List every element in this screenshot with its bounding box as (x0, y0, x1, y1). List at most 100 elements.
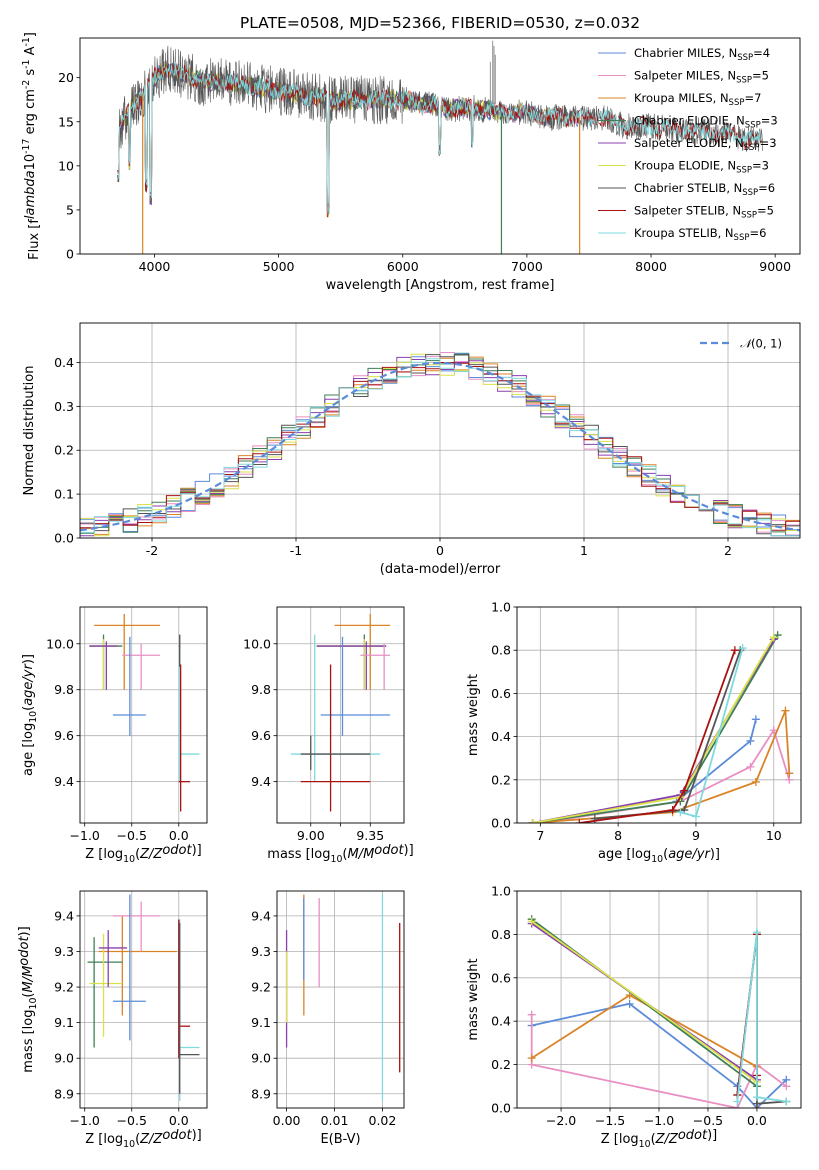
y-tick-label: 8.9 (251, 1086, 271, 1101)
x-axis-label: Z [log10(Z/Zodot)] (85, 843, 202, 865)
weight-marker (625, 999, 634, 1008)
y-tick-label: 9.3 (54, 944, 74, 959)
y-tick-label: 9.2 (251, 980, 271, 995)
error-point (98, 915, 177, 1016)
y-tick-label: 0.2 (491, 1057, 511, 1072)
weight-marker (746, 736, 755, 745)
x-tick-label: 0.02 (369, 1113, 397, 1128)
y-tick-label: 9.8 (54, 682, 74, 697)
grid (277, 891, 404, 1108)
plot-area (80, 352, 800, 537)
y-tick-label: 9.4 (54, 908, 74, 923)
panel-spectrum: 4000 5000 6000 7000 8000 9000 0 5 10 15 20 waveleng… (21, 14, 801, 293)
y-tick-label: 9.4 (251, 774, 271, 789)
legend-label: Salpeter STELIB, NSSP=5 (634, 204, 774, 221)
error-point (89, 639, 118, 690)
x-tick-label: −1.0 (644, 1113, 674, 1128)
error-point (112, 901, 160, 952)
legend-label: Salpeter ELODIE, NSSP=3 (634, 136, 777, 153)
y-tick-label: 9.3 (251, 944, 271, 959)
y-tick-label: 15 (58, 114, 74, 129)
weight-marker (527, 917, 536, 926)
x-tick-label: 9 (692, 828, 700, 843)
y-tick-label: 0.4 (54, 355, 74, 370)
x-tick-label: 2 (724, 543, 732, 558)
weight-marker (769, 633, 778, 642)
y-tick-label: 0.2 (491, 772, 511, 787)
weight-marker (527, 1054, 536, 1063)
y-axis-label: Normed distribution (22, 366, 37, 496)
y-tick-label: 0.1 (54, 487, 74, 502)
plot-area (527, 915, 791, 1108)
axes-frame (79, 37, 801, 255)
x-axis-label: (data-model)/error (380, 562, 501, 577)
weight-line (530, 1014, 787, 1108)
error-point (112, 636, 146, 736)
x-tick-label: 5000 (263, 259, 295, 274)
weight-marker (751, 715, 760, 724)
y-axis-label: age [log10(age/yr)] (21, 654, 39, 776)
x-tick-label: 6000 (387, 259, 419, 274)
weight-marker (730, 646, 739, 655)
y-tick-label: 0.8 (491, 643, 511, 658)
weight-marker (733, 1097, 742, 1106)
legend-label: Kroupa STELIB, NSSP=6 (634, 226, 766, 243)
legend-label: Chabrier MILES, NSSP=4 (634, 46, 770, 63)
axes-frame (79, 890, 208, 1109)
plot-area (290, 613, 391, 812)
x-tick-label: 0.01 (321, 1113, 349, 1128)
spectrum-line (116, 61, 763, 215)
panel-age-vs-z: −1.0 −0.5 0.0 9.4 9.6 9.8 10.0 Z [log10(Z/Zodot… (21, 606, 208, 865)
legend-label: Kroupa ELODIE, NSSP=3 (634, 159, 769, 176)
weight-marker (575, 819, 584, 823)
panel-age-vs-mass: 9.00 9.35 9.4 9.6 9.8 10.0 mass [log10(M/Modot… (243, 606, 414, 865)
y-axis-label: Flux [flambda10-17 erg cm-2 s-1 A-1] (21, 32, 42, 260)
x-tick-label: -2 (146, 543, 158, 558)
weight-marker (668, 806, 677, 815)
x-axis-label: Z [log10(Z/Zodot)] (85, 1128, 202, 1150)
x-tick-label: −1.5 (595, 1113, 625, 1128)
error-point (178, 919, 191, 1059)
y-tick-label: 0.0 (491, 816, 511, 831)
plot-area (87, 894, 200, 1101)
chart-title: PLATE=0508, MJD=52366, FIBERID=0530, z=0… (240, 14, 640, 32)
y-tick-label: 9.6 (54, 728, 74, 743)
x-axis-label: wavelength [Angstrom, rest frame] (326, 278, 555, 293)
error-point (300, 735, 371, 771)
error-point (178, 919, 200, 1101)
weight-marker (676, 808, 685, 817)
x-tick-label: 10 (766, 828, 782, 843)
panel-mass-vs-ebv: 0.00 0.01 0.02 8.9 9.0 9.1 9.2 9.3 9.4 E(B-V) (251, 890, 405, 1147)
x-tick-label: −1.0 (70, 1113, 100, 1128)
weight-marker (691, 812, 700, 821)
x-tick-label: 4000 (139, 259, 171, 274)
weight-line (736, 931, 787, 1103)
error-point (94, 613, 160, 690)
x-tick-label: −0.5 (117, 1113, 147, 1128)
weight-line (540, 729, 791, 823)
error-point (178, 634, 181, 667)
axes-frame (516, 890, 802, 1109)
y-tick-label: 0.4 (491, 1014, 511, 1029)
weight-marker (781, 706, 790, 715)
weight-marker (536, 819, 545, 823)
y-tick-label: 9.4 (251, 908, 271, 923)
x-tick-label: 0.0 (169, 828, 189, 843)
y-tick-label: 9.0 (251, 1051, 271, 1066)
y-tick-label: 0.3 (54, 399, 74, 414)
x-tick-label: 0.00 (273, 1113, 301, 1128)
x-tick-label: 1 (580, 543, 588, 558)
weight-marker (680, 786, 689, 795)
y-tick-label: 9.0 (54, 1051, 74, 1066)
x-tick-label: 0.0 (747, 1113, 767, 1128)
y-tick-label: 9.1 (54, 1015, 74, 1030)
panel-weight-vs-age: 7 8 9 10 0.0 0.2 0.4 0.6 0.8 1.0 age [log10(age/yr… (466, 600, 802, 865)
y-tick-label: 1.0 (491, 600, 511, 615)
y-tick-label: 1.0 (491, 884, 511, 899)
weight-line (579, 649, 736, 823)
y-tick-label: 0.8 (491, 927, 511, 942)
y-tick-label: 9.1 (251, 1015, 271, 1030)
axes-frame (516, 606, 802, 824)
y-tick-label: 0.0 (54, 531, 74, 546)
weight-marker (738, 644, 747, 653)
